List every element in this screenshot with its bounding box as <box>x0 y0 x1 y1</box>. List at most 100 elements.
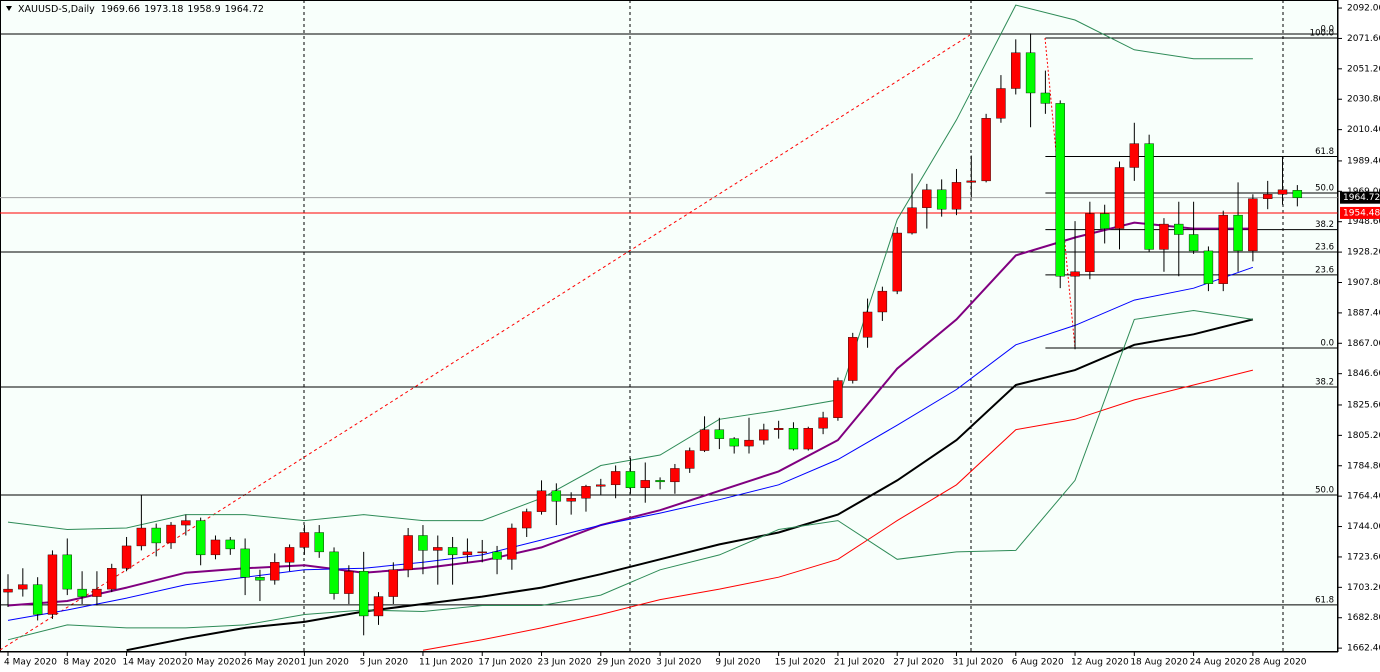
x-tick-label: 12 Aug 2020 <box>1071 658 1129 668</box>
x-tick-label: 1 Jun 2020 <box>300 658 349 668</box>
candle-body <box>714 429 725 439</box>
candle-body <box>551 490 562 502</box>
candle-body <box>522 511 532 529</box>
candle-body <box>818 417 828 429</box>
x-tick-label: 28 Aug 2020 <box>1249 658 1307 668</box>
y-tick-label: 2010.40 <box>1347 125 1380 135</box>
indicator-line <box>7 221 1253 607</box>
y-tick-label: 2051.20 <box>1347 64 1380 74</box>
ohlc-close: 1964.72 <box>225 4 264 15</box>
candle-body <box>655 480 665 483</box>
y-tick-label: 1867.00 <box>1347 339 1380 349</box>
candle-body <box>670 468 680 483</box>
candle-body <box>1085 213 1095 272</box>
y-tick-label: 2030.80 <box>1347 95 1380 105</box>
fib-label: 61.8 <box>1315 147 1334 157</box>
x-tick-label: 31 Jul 2020 <box>952 658 1003 668</box>
candle-body <box>1114 167 1125 229</box>
fib-label: 61.8 <box>1315 595 1334 605</box>
x-tick-label: 5 Jun 2020 <box>360 658 409 668</box>
candle-body <box>1292 190 1303 198</box>
candle-body <box>225 539 236 550</box>
y-tick-label: 2071.60 <box>1347 34 1380 44</box>
candle-body <box>1129 143 1140 168</box>
candle-body <box>270 562 280 581</box>
candle-body <box>581 486 591 499</box>
candle-body <box>1099 213 1110 229</box>
candle-body <box>1218 214 1228 284</box>
candle-body <box>181 520 191 526</box>
bid-label: 1964.72 <box>1343 193 1380 203</box>
candle-body <box>151 527 161 544</box>
candle-body <box>848 337 858 381</box>
period-separators <box>303 0 1284 652</box>
candle-body <box>907 207 917 234</box>
candle-body <box>1233 214 1243 252</box>
candle-body <box>358 571 369 617</box>
candle-body <box>62 554 72 590</box>
candle-body <box>18 584 28 590</box>
candle-body <box>773 428 784 430</box>
indicator-line <box>422 369 1254 651</box>
candle-body <box>107 568 117 590</box>
alert-box <box>1340 206 1380 219</box>
x-tick-label: 18 Aug 2020 <box>1130 658 1188 668</box>
x-tick-label: 17 Jun 2020 <box>478 658 532 668</box>
plot-area <box>0 0 1338 652</box>
x-tick-label: 6 Aug 2020 <box>1012 658 1064 668</box>
candle-body <box>759 429 769 441</box>
candle-body <box>1144 143 1154 250</box>
candle-body <box>640 480 650 489</box>
candle-body <box>240 548 250 578</box>
series-layer: 0.0 23.6 38.2 50.0 61.8 100.0 61.8 50.0 38.2 23.6… <box>0 4 1338 652</box>
candle-body <box>255 577 265 581</box>
candle-body <box>566 498 576 502</box>
candle-body <box>388 569 399 597</box>
candle-body <box>862 311 873 338</box>
y-tick-label: 1744.00 <box>1347 522 1380 532</box>
candle-body <box>981 118 991 182</box>
y-tick-label: 1764.40 <box>1347 492 1380 502</box>
candle-body <box>596 484 606 487</box>
candle-body <box>210 539 221 556</box>
candle-body <box>892 232 902 292</box>
candle-body <box>284 547 295 563</box>
y-tick-label: 1948.60 <box>1347 217 1380 227</box>
fib-label: 23.6 <box>1315 242 1334 252</box>
candle-body <box>936 189 947 210</box>
chart-title: XAUUSD-S,Daily 1969.66 1973.18 1958.9 1964.7… <box>18 4 264 15</box>
candle-body <box>462 551 473 556</box>
candle-body <box>492 551 502 560</box>
candle-body <box>166 524 176 544</box>
candle-body <box>1040 92 1051 104</box>
y-tick-label: 1907.80 <box>1347 278 1380 288</box>
candle-body <box>1070 271 1080 277</box>
candle-body <box>1011 52 1021 89</box>
y-tick-label: 1846.60 <box>1347 369 1380 379</box>
x-tick-label: 27 Jul 2020 <box>893 658 944 668</box>
indicator-line <box>126 318 1254 652</box>
candle-body <box>77 588 87 597</box>
fib-label: 50.0 <box>1315 485 1334 495</box>
fib-label: 100.0 <box>1310 28 1334 38</box>
candle-body <box>32 584 43 615</box>
x-tick-label: 14 May 2020 <box>123 658 182 668</box>
fib-label: 38.2 <box>1315 377 1334 387</box>
candle-body <box>610 471 621 486</box>
candle-body <box>403 535 413 570</box>
candle-body <box>433 547 443 551</box>
candle-body <box>833 380 843 418</box>
candle-body <box>344 571 354 594</box>
candle-body <box>314 532 324 553</box>
x-tick-label: 23 Jun 2020 <box>538 658 592 668</box>
candle-body <box>373 596 384 617</box>
y-tick-label: 1682.80 <box>1347 613 1380 623</box>
y-tick-label: 2092.00 <box>1347 4 1380 14</box>
candle-body <box>195 520 206 556</box>
candle-body <box>1277 189 1288 195</box>
candle-body <box>1159 223 1169 250</box>
y-tick-label: 1887.40 <box>1347 308 1380 318</box>
y-tick-label: 1825.60 <box>1347 400 1380 410</box>
candle-body <box>1248 198 1258 252</box>
